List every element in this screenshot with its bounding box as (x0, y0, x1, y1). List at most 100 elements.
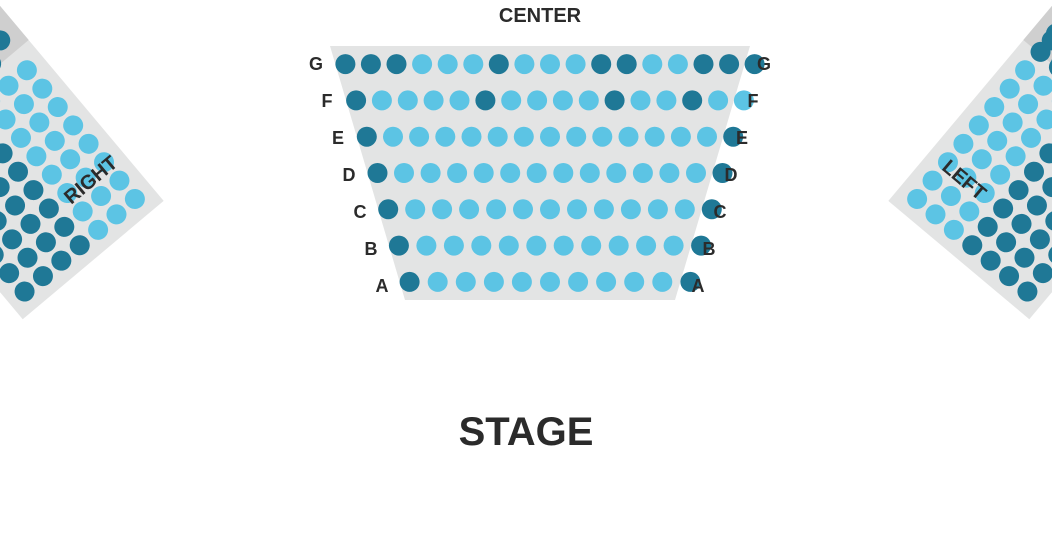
seat[interactable] (579, 90, 599, 110)
seat[interactable] (500, 163, 520, 183)
seat[interactable] (361, 54, 381, 74)
seat[interactable] (621, 199, 641, 219)
seat[interactable] (642, 54, 662, 74)
seat[interactable] (567, 199, 587, 219)
right-section (0, 0, 164, 319)
seat[interactable] (435, 127, 455, 147)
seat[interactable] (708, 90, 728, 110)
label: B (703, 239, 716, 259)
seat[interactable] (659, 163, 679, 183)
seat[interactable] (489, 54, 509, 74)
seat[interactable] (527, 90, 547, 110)
seat[interactable] (471, 236, 491, 256)
seat[interactable] (540, 199, 560, 219)
seat[interactable] (619, 127, 639, 147)
seat[interactable] (447, 163, 467, 183)
seat[interactable] (368, 163, 388, 183)
seat[interactable] (631, 90, 651, 110)
seat[interactable] (527, 163, 547, 183)
seat[interactable] (378, 199, 398, 219)
seat[interactable] (671, 127, 691, 147)
seat[interactable] (675, 199, 695, 219)
seat[interactable] (645, 127, 665, 147)
seat[interactable] (553, 163, 573, 183)
seat[interactable] (617, 54, 637, 74)
seat[interactable] (682, 90, 702, 110)
seat[interactable] (409, 127, 429, 147)
seat[interactable] (444, 236, 464, 256)
seat[interactable] (581, 236, 601, 256)
seat[interactable] (389, 236, 409, 256)
seat[interactable] (398, 90, 418, 110)
seat[interactable] (540, 272, 560, 292)
seat[interactable] (668, 54, 688, 74)
label: F (748, 91, 759, 111)
seat[interactable] (463, 54, 483, 74)
seat[interactable] (421, 163, 441, 183)
seat[interactable] (566, 54, 586, 74)
seat[interactable] (438, 54, 458, 74)
seat[interactable] (580, 163, 600, 183)
label: C (714, 202, 727, 222)
seat[interactable] (592, 127, 612, 147)
seat[interactable] (512, 272, 532, 292)
seat[interactable] (499, 236, 519, 256)
seat[interactable] (568, 272, 588, 292)
seat[interactable] (405, 199, 425, 219)
seat[interactable] (513, 199, 533, 219)
seat[interactable] (594, 199, 614, 219)
seat[interactable] (486, 199, 506, 219)
label: STAGE (459, 410, 594, 454)
seat[interactable] (554, 236, 574, 256)
seat[interactable] (514, 54, 534, 74)
seat[interactable] (648, 199, 668, 219)
seat[interactable] (606, 163, 626, 183)
seat[interactable] (656, 90, 676, 110)
seat[interactable] (462, 127, 482, 147)
seat[interactable] (474, 163, 494, 183)
seat[interactable] (335, 54, 355, 74)
seat[interactable] (609, 236, 629, 256)
seat[interactable] (697, 127, 717, 147)
seat[interactable] (475, 90, 495, 110)
seat[interactable] (514, 127, 534, 147)
seat[interactable] (383, 127, 403, 147)
seat[interactable] (484, 272, 504, 292)
seat[interactable] (372, 90, 392, 110)
seat[interactable] (596, 272, 616, 292)
label: F (322, 91, 333, 111)
seat[interactable] (424, 90, 444, 110)
seat[interactable] (566, 127, 586, 147)
seat[interactable] (664, 236, 684, 256)
seat[interactable] (450, 90, 470, 110)
seat[interactable] (394, 163, 414, 183)
label: C (354, 202, 367, 222)
seat[interactable] (624, 272, 644, 292)
seat[interactable] (540, 54, 560, 74)
seat[interactable] (387, 54, 407, 74)
seat[interactable] (553, 90, 573, 110)
seat[interactable] (456, 272, 476, 292)
side-section-bg (888, 5, 1052, 319)
seat[interactable] (488, 127, 508, 147)
seat[interactable] (719, 54, 739, 74)
seat[interactable] (501, 90, 521, 110)
seat[interactable] (694, 54, 714, 74)
seat[interactable] (428, 272, 448, 292)
seat[interactable] (416, 236, 436, 256)
label: E (332, 128, 344, 148)
seat[interactable] (605, 90, 625, 110)
seat[interactable] (686, 163, 706, 183)
seat[interactable] (540, 127, 560, 147)
seat[interactable] (591, 54, 611, 74)
seat[interactable] (346, 90, 366, 110)
seat[interactable] (459, 199, 479, 219)
seat[interactable] (357, 127, 377, 147)
seat[interactable] (432, 199, 452, 219)
seat[interactable] (636, 236, 656, 256)
seat[interactable] (633, 163, 653, 183)
seat[interactable] (526, 236, 546, 256)
seat[interactable] (412, 54, 432, 74)
seat[interactable] (400, 272, 420, 292)
seat[interactable] (652, 272, 672, 292)
